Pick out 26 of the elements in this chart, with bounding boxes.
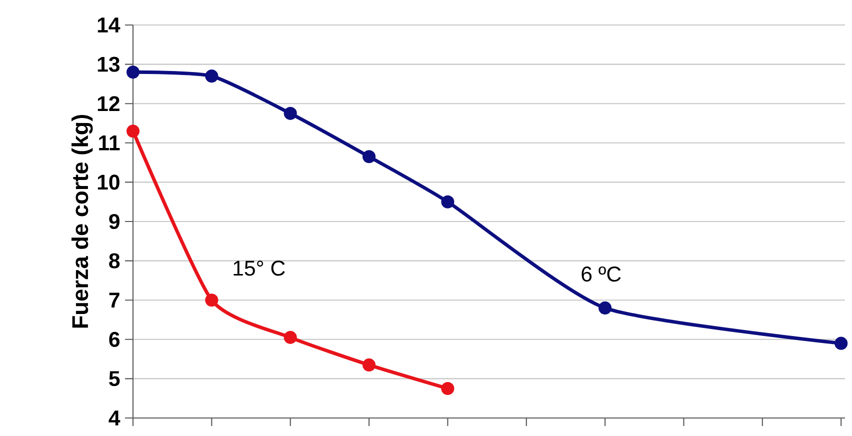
y-tick-label: 6 bbox=[109, 332, 120, 347]
y-tick-label: 9 bbox=[109, 214, 120, 230]
y-tick-label: 7 bbox=[109, 292, 120, 308]
point bbox=[362, 358, 376, 372]
y-axis-title: Fuerza de corte (kg) bbox=[72, 114, 93, 328]
y-tick-label: 5 bbox=[109, 371, 120, 386]
point bbox=[441, 195, 454, 208]
point bbox=[362, 150, 376, 164]
y-tick-label: 10 bbox=[98, 174, 120, 190]
series-label: 15° C bbox=[234, 260, 285, 276]
y-tick-label: 8 bbox=[109, 253, 120, 268]
series-label: 6 ºC bbox=[582, 266, 621, 282]
y-tick-label: 13 bbox=[98, 56, 120, 72]
y-tick-label: 4 bbox=[108, 410, 120, 426]
point bbox=[284, 330, 297, 344]
point bbox=[205, 70, 218, 83]
point bbox=[126, 66, 140, 79]
point bbox=[834, 336, 848, 350]
point bbox=[441, 382, 454, 396]
y-tick-label: 11 bbox=[99, 136, 120, 150]
point bbox=[598, 301, 612, 314]
point bbox=[205, 294, 218, 307]
point bbox=[284, 106, 297, 120]
y-tick-label: 14 bbox=[98, 18, 120, 32]
point bbox=[126, 124, 140, 138]
y-tick-label: 12 bbox=[98, 96, 120, 112]
